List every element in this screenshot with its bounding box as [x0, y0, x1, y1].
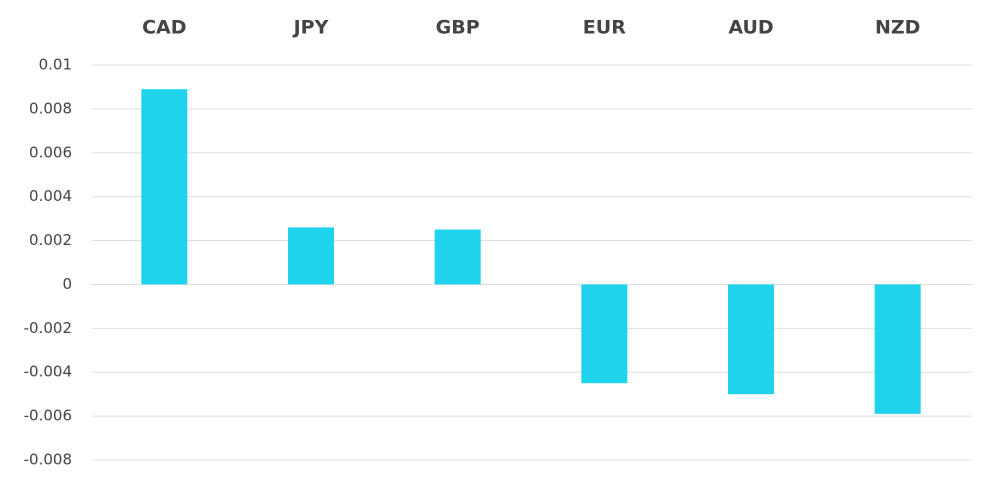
- bar: [728, 284, 774, 395]
- y-tick-label: 0.002: [29, 231, 72, 249]
- y-tick-label: -0.002: [24, 319, 72, 337]
- y-tick-label: 0.008: [29, 99, 72, 117]
- bar: [434, 229, 481, 285]
- category-label: AUD: [728, 17, 773, 39]
- y-tick-label: 0.01: [39, 56, 72, 74]
- bar: [141, 89, 188, 285]
- category-label: GBP: [436, 17, 480, 39]
- category-label: CAD: [142, 17, 186, 39]
- y-tick-label: -0.008: [24, 451, 72, 469]
- y-tick-label: -0.006: [24, 407, 72, 425]
- category-label: EUR: [583, 17, 626, 39]
- y-tick-label: 0.006: [29, 143, 72, 161]
- y-tick-label: -0.004: [24, 363, 72, 381]
- category-label: NZD: [875, 17, 920, 39]
- y-tick-label: 0: [62, 275, 72, 293]
- y-tick-label: 0.004: [29, 187, 72, 205]
- bar: [581, 284, 628, 384]
- bar: [874, 284, 921, 414]
- category-label: JPY: [292, 17, 329, 39]
- bar: [288, 227, 334, 285]
